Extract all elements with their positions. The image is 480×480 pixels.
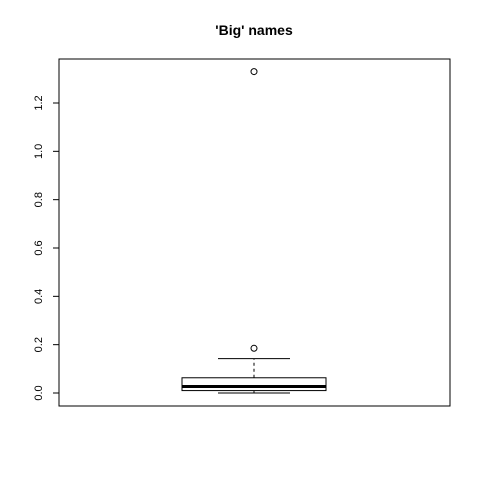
y-tick-label: 1.0	[33, 144, 45, 159]
y-tick-label: 0.2	[33, 337, 45, 352]
outlier-point	[251, 69, 257, 75]
iqr-box	[182, 378, 326, 391]
box-group	[182, 359, 326, 393]
outlier-point	[251, 345, 257, 351]
y-tick-label: 0.6	[33, 240, 45, 255]
y-tick-label: 0.0	[33, 385, 45, 400]
y-axis: 0.0 0.2 0.4 0.6 0.8 1.0 1.2	[33, 95, 59, 400]
outlier-group	[251, 69, 257, 352]
y-tick-label: 1.2	[33, 95, 45, 110]
plot-frame	[59, 59, 450, 406]
y-tick-label: 0.8	[33, 192, 45, 207]
y-tick-label: 0.4	[33, 289, 45, 304]
chart-title: 'Big' names	[215, 22, 293, 38]
